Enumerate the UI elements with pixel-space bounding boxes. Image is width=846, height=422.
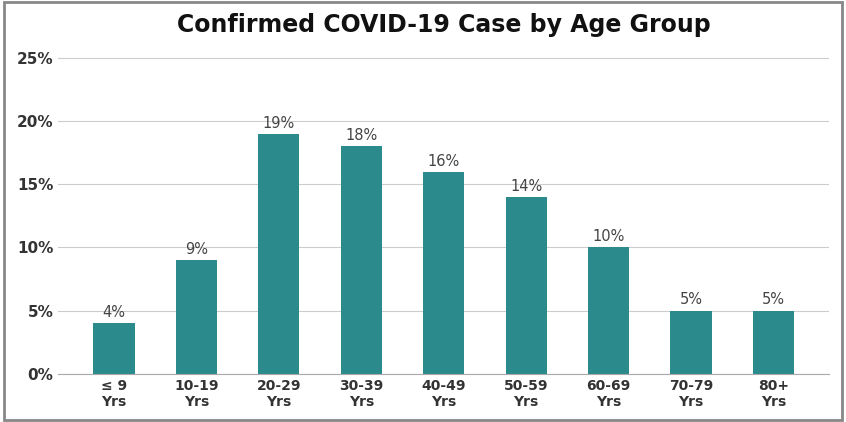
Bar [341, 146, 382, 374]
Text: 16%: 16% [427, 154, 460, 168]
Text: 19%: 19% [263, 116, 295, 131]
Bar [93, 323, 135, 374]
Bar [423, 172, 464, 374]
Text: 18%: 18% [345, 128, 377, 143]
Bar [753, 311, 794, 374]
Bar [671, 311, 711, 374]
Title: Confirmed COVID-19 Case by Age Group: Confirmed COVID-19 Case by Age Group [177, 13, 711, 37]
Text: 9%: 9% [185, 242, 208, 257]
Bar [258, 134, 299, 374]
Text: 10%: 10% [592, 229, 625, 244]
Bar [588, 247, 629, 374]
Text: 14%: 14% [510, 179, 542, 194]
Text: 4%: 4% [102, 305, 125, 320]
Text: 5%: 5% [679, 292, 702, 307]
Text: 5%: 5% [762, 292, 785, 307]
Bar [506, 197, 547, 374]
Bar [176, 260, 217, 374]
